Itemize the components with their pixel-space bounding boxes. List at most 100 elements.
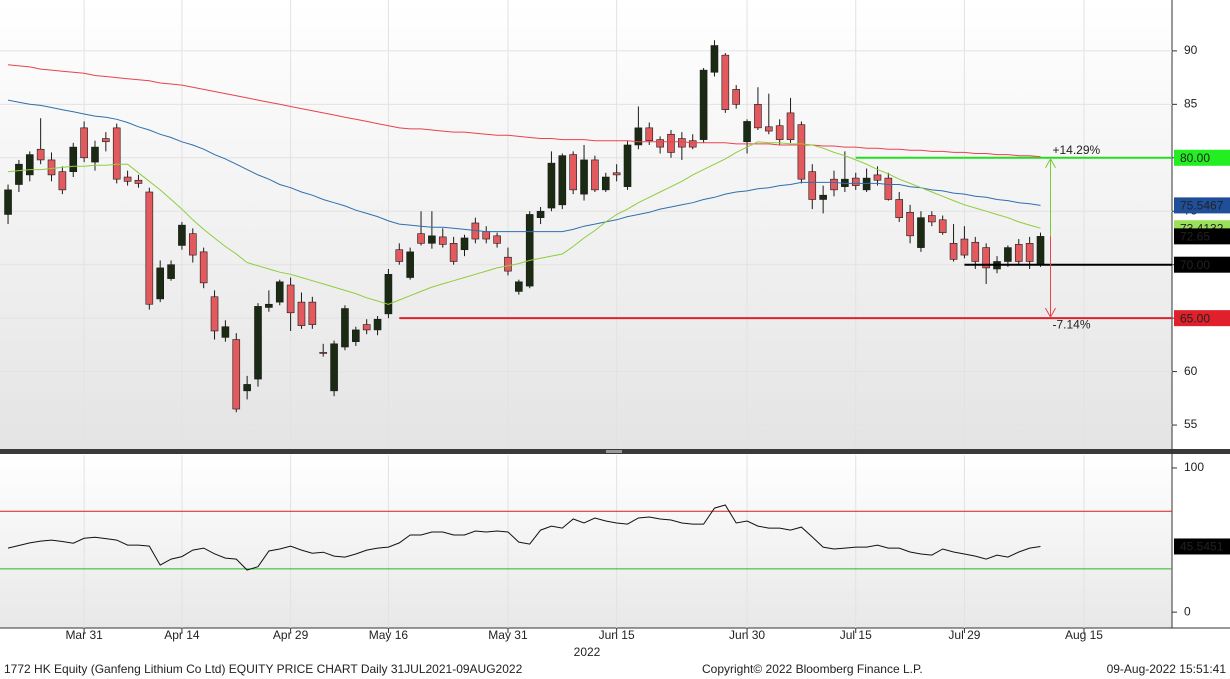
candle-body — [188, 233, 197, 256]
candle-body — [982, 247, 990, 269]
level-label-box — [1174, 149, 1230, 166]
candle-body — [591, 159, 599, 191]
candle-body — [743, 121, 751, 143]
x-tick-label: Jun 15 — [599, 628, 635, 642]
candle-body — [515, 281, 523, 292]
candle-body — [928, 215, 936, 223]
y-tick-label: 55 — [1184, 417, 1198, 431]
candle-body — [623, 144, 632, 187]
candle-body — [688, 140, 697, 148]
level-label-box — [1174, 256, 1230, 273]
price-panel — [0, 0, 1172, 450]
level-label: 70.00 — [1180, 258, 1210, 272]
candle-body — [1036, 236, 1045, 265]
candle-body — [656, 139, 664, 148]
target-arrowhead — [1045, 307, 1056, 319]
divider-handle[interactable] — [606, 450, 622, 453]
y-tick-label: 90 — [1184, 43, 1198, 57]
candle-body — [460, 237, 469, 251]
candle-body — [254, 306, 262, 380]
candle-body — [895, 199, 904, 218]
y-tick-label: 85 — [1184, 97, 1198, 111]
footer-right: 09-Aug-2022 15:51:41 — [1107, 662, 1227, 676]
candle-body — [91, 146, 99, 163]
candle-body — [873, 174, 882, 181]
x-tick-label: May 31 — [488, 628, 528, 642]
candle-body — [15, 163, 23, 185]
candle-body — [569, 154, 577, 191]
x-tick-label: Jul 15 — [840, 628, 872, 642]
candle-body — [286, 284, 295, 314]
candle-body — [395, 249, 404, 262]
candle-body — [645, 127, 654, 141]
candle-body — [525, 214, 534, 287]
moving-average — [7, 64, 1041, 158]
candle-body — [352, 329, 360, 342]
candle-body — [210, 296, 219, 332]
candle-body — [851, 177, 860, 186]
candle-body — [47, 159, 56, 176]
x-tick-label: Apr 29 — [273, 628, 309, 642]
target-arrowhead — [1045, 157, 1056, 169]
candle-body — [199, 251, 208, 284]
candle-body — [438, 236, 447, 245]
candle-body — [156, 267, 164, 300]
candle-body — [699, 69, 708, 140]
candle-body — [797, 124, 806, 180]
candle-body — [917, 217, 925, 248]
candle-body — [1014, 244, 1023, 262]
candle-body — [884, 177, 893, 200]
candle-body — [906, 212, 914, 237]
x-tick-label: May 16 — [369, 628, 409, 642]
candle-body — [243, 384, 251, 392]
candle-body — [786, 112, 795, 140]
candle-body — [449, 243, 458, 262]
candle-body — [482, 231, 491, 240]
candle-body — [36, 148, 45, 161]
candle-body — [721, 54, 730, 110]
candle-body — [612, 172, 621, 176]
candle-body — [265, 303, 273, 308]
candle-body — [547, 162, 556, 209]
candle-body — [960, 238, 969, 256]
last-value-label: 75.5467 — [1180, 199, 1224, 213]
candle-body — [145, 191, 154, 305]
candle-body — [319, 352, 328, 354]
candle-body — [330, 343, 338, 392]
candle-body — [710, 45, 719, 73]
candle-body — [830, 178, 838, 191]
candle-body — [493, 235, 501, 244]
candle-body — [971, 241, 980, 262]
candle-body — [808, 171, 817, 200]
last-value-label-box — [1174, 197, 1230, 214]
candle-body — [341, 308, 349, 348]
y-tick-label: 60 — [1184, 364, 1198, 378]
x-tick-label: Apr 14 — [164, 628, 200, 642]
last-price-label: 72.65 — [1180, 230, 1210, 244]
candle-body — [58, 171, 67, 191]
level-label: 65.00 — [1180, 311, 1210, 325]
candle-body — [417, 233, 425, 244]
candle-body — [732, 89, 740, 105]
candle-body — [4, 189, 12, 215]
candle-body — [25, 154, 34, 176]
candle-body — [601, 176, 610, 191]
y-tick-label: 100 — [1184, 460, 1204, 474]
last-value-label-box — [1174, 538, 1230, 555]
y-tick-label: 0 — [1184, 604, 1191, 618]
candle-body — [938, 219, 947, 233]
candle-body — [362, 324, 371, 331]
moving-average — [7, 99, 1041, 233]
change-label: -7.14% — [1052, 317, 1090, 331]
x-tick-label: Jul 29 — [948, 628, 980, 642]
x-tick-label: Jun 30 — [729, 628, 765, 642]
candle-body — [667, 133, 675, 153]
last-value-label: 45.5451 — [1180, 540, 1224, 554]
level-label-box — [1174, 310, 1230, 327]
candle-body — [634, 127, 643, 146]
candle-body — [678, 138, 686, 148]
candle-body — [580, 159, 588, 195]
footer-center: Copyright© 2022 Bloomberg Finance L.P. — [702, 662, 923, 676]
candle-body — [754, 104, 762, 129]
